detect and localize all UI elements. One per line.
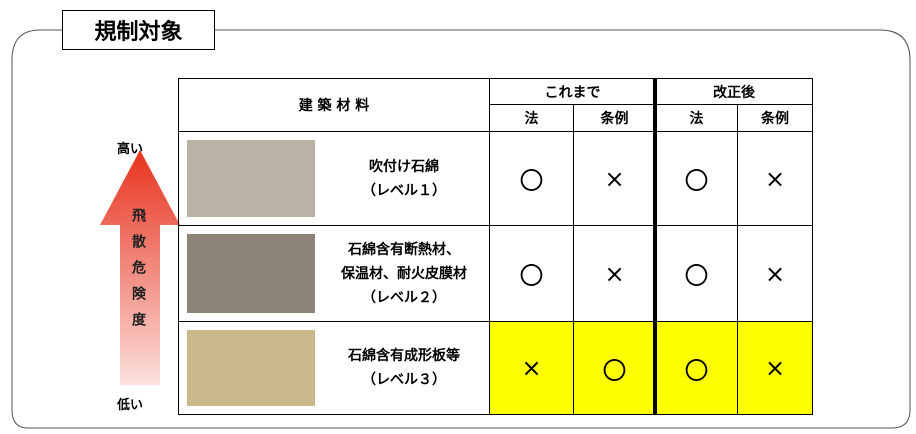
- mark-cell: 〇: [489, 225, 574, 322]
- material-line: 石綿含有断熱材、: [348, 241, 460, 258]
- material-line: 保温材、耐火皮膜材: [341, 265, 467, 282]
- material-header: 建 築 材 料: [178, 78, 490, 132]
- mark-cell: 〇: [655, 131, 738, 226]
- mark-cell: ×: [573, 225, 656, 322]
- group-header: これまで: [489, 78, 656, 105]
- mark-cell: 〇: [655, 225, 738, 322]
- risk-label: 飛散危険度: [130, 208, 146, 338]
- material-cell: 石綿含有成形板等 （レベル３）: [178, 321, 490, 415]
- mark-cell: ×: [737, 131, 813, 226]
- risk-high: 高い: [116, 142, 143, 157]
- frame: [11, 29, 911, 429]
- material-line: （レベル１）: [362, 182, 446, 199]
- mark-cell: ×: [737, 321, 813, 415]
- mark-cell: ×: [489, 321, 574, 415]
- mark-cell: 〇: [655, 321, 738, 415]
- risk-arrow: [100, 150, 180, 385]
- material-line: （レベル３）: [362, 372, 446, 388]
- photo: [187, 330, 315, 406]
- material-line: （レベル２）: [362, 289, 446, 306]
- mark-cell: 〇: [573, 321, 656, 415]
- material-name: 石綿含有成形板等 （レベル３）: [319, 322, 489, 414]
- title: 規制対象: [62, 10, 215, 50]
- sub-header: 法: [655, 104, 738, 132]
- photo: [187, 234, 315, 313]
- material-cell: 石綿含有断熱材、 保温材、耐火皮膜材 （レベル２）: [178, 225, 490, 322]
- material-line: 吹付け石綿: [369, 158, 439, 175]
- mark-cell: ×: [573, 131, 656, 226]
- material-line: 石綿含有成形板等: [348, 348, 460, 364]
- material-name: 石綿含有断熱材、 保温材、耐火皮膜材 （レベル２）: [319, 226, 489, 321]
- mark-cell: ×: [737, 225, 813, 322]
- separator: [653, 78, 657, 415]
- photo: [187, 140, 315, 217]
- material-cell: 吹付け石綿 （レベル１）: [178, 131, 490, 226]
- mark-cell: 〇: [489, 131, 574, 226]
- sub-header: 条例: [573, 104, 656, 132]
- sub-header: 法: [489, 104, 574, 132]
- sub-header: 条例: [737, 104, 813, 132]
- risk-low: 低い: [116, 398, 143, 413]
- group-header: 改正後: [655, 78, 813, 105]
- material-name: 吹付け石綿 （レベル１）: [319, 132, 489, 225]
